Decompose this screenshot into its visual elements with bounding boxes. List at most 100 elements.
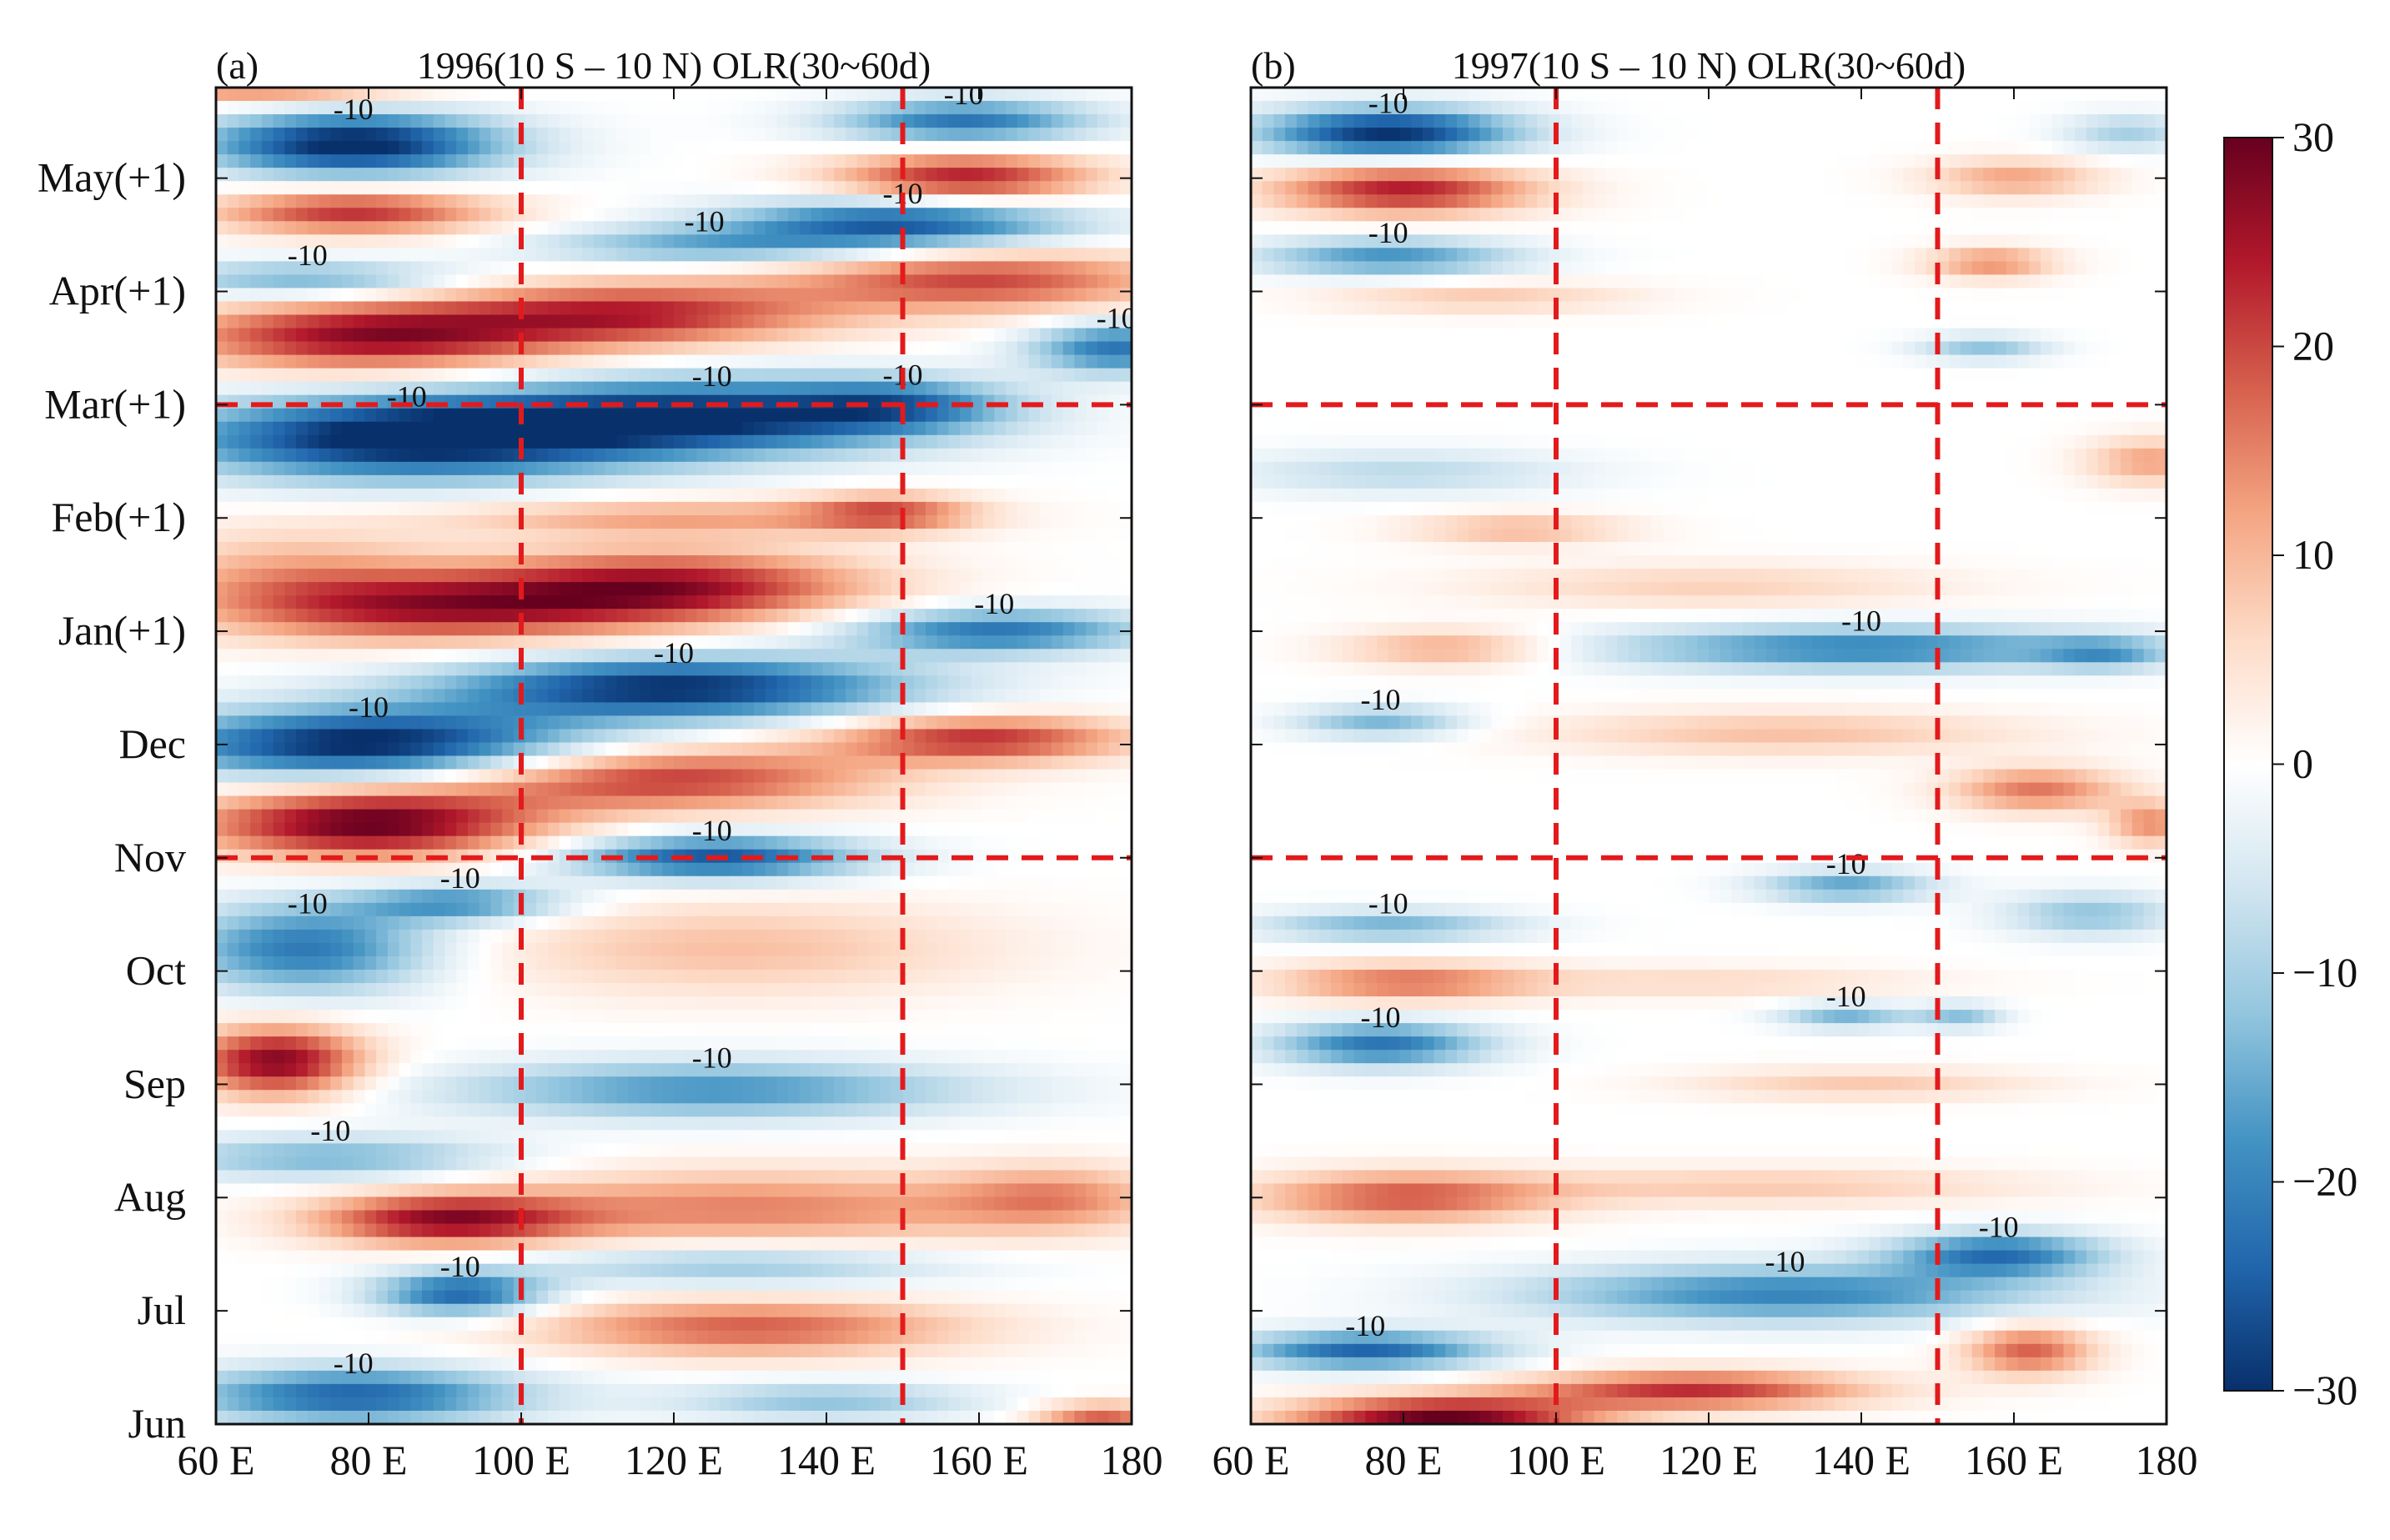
heatmap-cell	[616, 368, 629, 383]
heatmap-cell	[856, 501, 870, 516]
heatmap-cell	[570, 114, 583, 128]
heatmap-cell	[227, 461, 240, 476]
heatmap-cell	[639, 769, 652, 784]
heatmap-cell	[696, 769, 709, 784]
heatmap-cell	[479, 114, 492, 128]
heatmap-cell	[822, 274, 835, 289]
heatmap-cell	[650, 649, 664, 664]
heatmap-cell	[834, 248, 846, 263]
heatmap-cell	[971, 689, 984, 704]
heatmap-cell	[960, 729, 972, 744]
heatmap-cell	[1097, 528, 1110, 543]
heatmap-cell	[925, 755, 938, 770]
heatmap-cell	[376, 702, 389, 717]
heatmap-cell	[1028, 542, 1041, 556]
heatmap-cell	[982, 474, 996, 489]
heatmap-cell	[936, 822, 950, 837]
heatmap-cell	[227, 141, 240, 155]
heatmap-cell	[880, 649, 892, 664]
heatmap-cell	[227, 168, 240, 183]
heatmap-cell	[834, 582, 846, 596]
heatmap-cell	[902, 782, 916, 797]
heatmap-cell	[513, 702, 526, 717]
heatmap-cell	[582, 261, 595, 276]
heatmap-cell	[525, 181, 538, 196]
heatmap-cell	[410, 341, 423, 356]
heatmap-cell	[261, 835, 274, 850]
heatmap-cell	[902, 368, 916, 383]
heatmap-cell	[341, 408, 354, 423]
heatmap-cell	[284, 341, 297, 356]
heatmap-cell	[273, 168, 286, 183]
heatmap-cell	[490, 609, 503, 623]
heatmap-cell	[1062, 221, 1076, 236]
heatmap-cell	[948, 862, 961, 877]
heatmap-cell	[868, 622, 881, 637]
heatmap-cell	[891, 702, 904, 717]
heatmap-cell	[1074, 635, 1087, 650]
heatmap-cell	[250, 328, 263, 343]
heatmap-cell	[593, 288, 606, 303]
heatmap-cell	[1074, 194, 1087, 209]
heatmap-cell	[1108, 769, 1122, 784]
heatmap-cell	[1086, 248, 1098, 263]
heatmap-cell	[914, 514, 926, 529]
heatmap-cell	[250, 889, 263, 904]
heatmap-cell	[1006, 769, 1018, 784]
heatmap-cell	[662, 328, 675, 343]
heatmap-cell	[456, 288, 469, 303]
heatmap-cell	[650, 101, 664, 115]
heatmap-cell	[662, 635, 675, 650]
heatmap-cell	[284, 128, 297, 142]
heatmap-cell	[1040, 875, 1052, 890]
heatmap-cell	[1028, 421, 1041, 436]
heatmap-cell	[948, 181, 961, 196]
heatmap-cell	[708, 448, 721, 463]
heatmap-cell	[696, 595, 709, 609]
heatmap-cell	[960, 221, 972, 236]
heatmap-cell	[788, 514, 801, 529]
heatmap-cell	[845, 528, 858, 543]
heatmap-cell	[1006, 154, 1018, 168]
heatmap-cell	[685, 114, 698, 128]
heatmap-cell	[1028, 809, 1041, 824]
heatmap-cell	[742, 649, 755, 664]
heatmap-cell	[1097, 274, 1110, 289]
heatmap-cell	[1086, 902, 1098, 917]
heatmap-cell	[639, 755, 652, 770]
heatmap-cell	[845, 902, 858, 917]
heatmap-cell	[742, 835, 755, 850]
heatmap-cell	[376, 742, 389, 757]
heatmap-cell	[1006, 542, 1018, 556]
heatmap-cell	[834, 301, 846, 316]
heatmap-cell	[902, 769, 916, 784]
heatmap-cell	[674, 434, 686, 449]
heatmap-cell	[1006, 622, 1018, 637]
heatmap-cell	[685, 248, 698, 263]
heatmap-cell	[341, 795, 354, 810]
heatmap-cell	[925, 354, 938, 369]
heatmap-cell	[433, 795, 446, 810]
heatmap-cell	[227, 595, 240, 609]
heatmap-cell	[341, 569, 354, 583]
heatmap-cell	[731, 461, 744, 476]
heatmap-cell	[261, 128, 274, 142]
heatmap-cell	[1006, 849, 1018, 864]
heatmap-cell	[1108, 221, 1122, 236]
heatmap-cell	[536, 742, 549, 757]
heatmap-cell	[936, 582, 950, 596]
heatmap-cell	[238, 715, 251, 730]
heatmap-cell	[559, 729, 572, 744]
heatmap-cell	[422, 194, 434, 209]
heatmap-cell	[341, 208, 354, 223]
heatmap-cell	[776, 635, 790, 650]
heatmap-cell	[250, 448, 263, 463]
heatmap-cell	[925, 274, 938, 289]
heatmap-cell	[834, 609, 846, 623]
heatmap-cell	[971, 194, 984, 209]
heatmap-cell	[559, 221, 572, 236]
heatmap-cell	[1097, 341, 1110, 356]
heatmap-cell	[1074, 328, 1087, 343]
heatmap-cell	[307, 742, 320, 757]
heatmap-cell	[776, 875, 790, 890]
